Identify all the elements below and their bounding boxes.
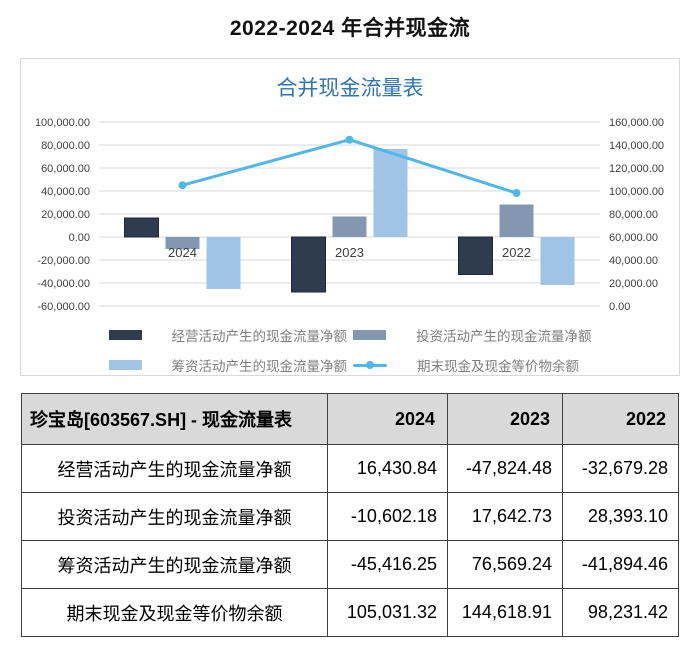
- row-label: 筹资活动产生的现金流量净额: [21, 540, 328, 589]
- left-axis-tick: 100,000.00: [35, 117, 90, 129]
- row-value: 98,231.42: [562, 588, 679, 637]
- row-value: 28,393.10: [562, 492, 679, 541]
- legend-item-financing: 筹资活动产生的现金流量净额: [108, 355, 348, 375]
- row-value: 16,430.84: [327, 444, 448, 493]
- right-axis-tick: 140,000.00: [609, 140, 664, 152]
- row-label: 期末现金及现金等价物余额: [21, 588, 328, 637]
- chart-title: 合并现金流量表: [276, 77, 424, 100]
- category-label-2022: 2022: [502, 245, 531, 260]
- legend-label: 经营活动产生的现金流量净额: [171, 329, 348, 344]
- category-label-2024: 2024: [168, 245, 197, 260]
- bar-financing-2022: [540, 237, 575, 286]
- right-axis-tick: 80,000.00: [609, 209, 658, 221]
- right-axis-tick: 160,000.00: [609, 117, 664, 129]
- left-axis-tick: 60,000.00: [41, 163, 90, 175]
- left-axis-tick: -40,000.00: [37, 278, 90, 290]
- table-row: 期末现金及现金等价物余额 105,031.32 144,618.91 98,231.4…: [21, 588, 679, 637]
- row-value: 105,031.32: [327, 588, 448, 637]
- year-header-2024: 2024: [327, 393, 448, 445]
- legend-label: 筹资活动产生的现金流量净额: [171, 359, 348, 374]
- table-row: 经营活动产生的现金流量净额 16,430.84 -47,824.48 -32,679.…: [21, 444, 679, 493]
- bar-investing-2023: [332, 216, 367, 237]
- bar-operating-2023: [291, 236, 326, 293]
- right-axis-tick: 40,000.00: [609, 255, 658, 267]
- row-value: -47,824.48: [447, 444, 563, 493]
- bar-operating-2022: [458, 236, 493, 276]
- legend-color-swatch: [353, 330, 386, 340]
- left-axis-tick: -60,000.00: [37, 301, 90, 313]
- legend-line-marker-icon: [353, 360, 387, 370]
- bar-investing-2022: [499, 204, 534, 237]
- line-point-2024: [178, 181, 187, 190]
- cashflow-table: 珍宝岛[603567.SH] - 现金流量表 2024 2023 2022 经营…: [21, 393, 679, 637]
- row-value: -45,416.25: [327, 540, 448, 589]
- legend-label: 期末现金及现金等价物余额: [417, 359, 579, 374]
- table-header-row: 珍宝岛[603567.SH] - 现金流量表 2024 2023 2022: [21, 393, 679, 445]
- left-axis-tick: 20,000.00: [41, 209, 90, 221]
- line-point-2022: [512, 189, 521, 198]
- row-value: 17,642.73: [447, 492, 563, 541]
- chart-card: 合并现金流量表 100,000.00 160,000.00 80,000.00 140…: [20, 58, 680, 376]
- legend-item-ending-cash: 期末现金及现金等价物余额: [353, 355, 592, 375]
- table-row: 投资活动产生的现金流量净额 -10,602.18 17,642.73 28,393.1…: [21, 492, 679, 541]
- legend-color-swatch: [108, 360, 142, 370]
- ending-cash-line: [181, 138, 518, 195]
- row-label: 经营活动产生的现金流量净额: [21, 444, 328, 493]
- bar-operating-2024: [124, 217, 159, 238]
- legend-item-operating: 经营活动产生的现金流量净额: [108, 325, 348, 345]
- row-value: 76,569.24: [447, 540, 563, 589]
- right-axis-tick: 120,000.00: [609, 163, 664, 175]
- bar-investing-2024: [165, 237, 200, 250]
- left-axis-tick: 80,000.00: [41, 140, 90, 152]
- legend-item-investing: 投资活动产生的现金流量净额: [353, 325, 592, 345]
- line-point-2023: [345, 135, 354, 144]
- row-value: -32,679.28: [562, 444, 679, 493]
- chart-legend: 经营活动产生的现金流量净额 投资活动产生的现金流量净额筹资活动产生的现金流量净额 期…: [21, 325, 679, 375]
- left-axis-tick: -20,000.00: [37, 255, 90, 267]
- category-label-2023: 2023: [335, 245, 364, 260]
- left-axis-tick: 0.00: [69, 232, 90, 244]
- year-header-2022: 2022: [562, 393, 679, 445]
- row-value: 144,618.91: [447, 588, 563, 637]
- row-value: -41,894.46: [562, 540, 679, 589]
- right-axis-tick: 100,000.00: [609, 186, 664, 198]
- right-axis-tick: 0.00: [609, 301, 630, 313]
- bar-financing-2024: [206, 237, 241, 290]
- right-axis-tick: 20,000.00: [609, 278, 658, 290]
- year-header-2023: 2023: [447, 393, 563, 445]
- legend-label: 投资活动产生的现金流量净额: [416, 329, 592, 344]
- bar-financing-2023: [373, 148, 408, 237]
- table-row: 筹资活动产生的现金流量净额 -45,416.25 76,569.24 -41,894.…: [21, 540, 679, 589]
- row-value: -10,602.18: [327, 492, 448, 541]
- cashflow-combo-chart: 100,000.00 160,000.00 80,000.00 140,000.00 6…: [35, 117, 664, 313]
- page-title: 2022-2024 年合并现金流: [229, 17, 471, 40]
- row-label: 投资活动产生的现金流量净额: [21, 492, 328, 541]
- table-title-cell: 珍宝岛[603567.SH] - 现金流量表: [21, 393, 328, 445]
- right-axis-tick: 60,000.00: [609, 232, 658, 244]
- left-axis-tick: 40,000.00: [41, 186, 90, 198]
- legend-color-swatch: [108, 330, 142, 340]
